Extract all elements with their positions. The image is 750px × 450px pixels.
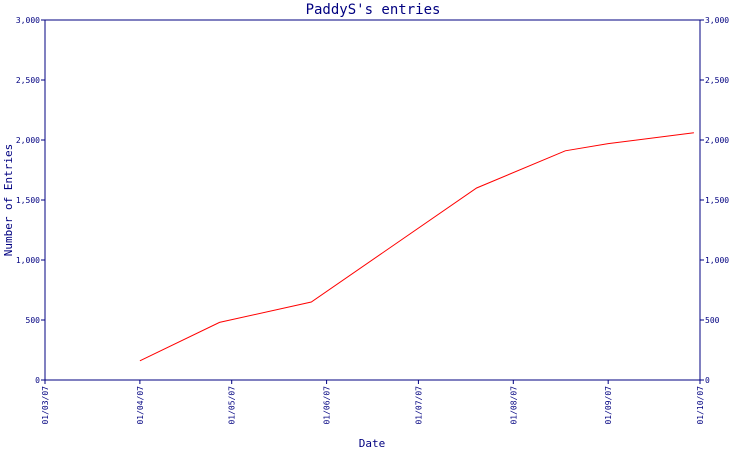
y-tick-label-right: 0 <box>705 376 710 385</box>
y-tick-label-right: 2,500 <box>705 76 729 85</box>
y-axis-left: 0 500 1,000 1,500 2,000 2,500 3,000 <box>16 16 45 385</box>
y-tick-label-left: 1,000 <box>16 256 40 265</box>
y-axis-right: 0 500 1,000 1,500 2,000 2,500 3,000 <box>700 16 729 385</box>
entries-series-line <box>139 132 694 362</box>
chart-title: PaddyS's entries <box>306 2 441 18</box>
y-tick-label-right: 2,000 <box>705 136 729 145</box>
x-tick-label: 01/04/07 <box>136 386 145 425</box>
x-tick-label: 01/03/07 <box>41 386 50 425</box>
x-tick-label: 01/07/07 <box>414 386 423 425</box>
series-group <box>139 132 694 362</box>
y-tick-label-left: 2,000 <box>16 136 40 145</box>
plot-area-frame <box>44 19 701 381</box>
y-tick-label-left: 3,000 <box>16 16 40 25</box>
y-tick-label-right: 3,000 <box>705 16 729 25</box>
y-tick-label-left: 0 <box>35 376 40 385</box>
y-tick-label-left: 2,500 <box>16 76 40 85</box>
x-tick-label: 01/09/07 <box>604 386 613 425</box>
y-tick-label-right: 500 <box>705 316 720 325</box>
x-tick-label: 01/08/07 <box>509 386 518 425</box>
y-tick-label-right: 1,500 <box>705 196 729 205</box>
y-axis-label: Number of Entries <box>2 144 15 257</box>
x-tick-label: 01/05/07 <box>228 386 237 425</box>
y-tick-label-left: 1,500 <box>16 196 40 205</box>
y-tick-label-right: 1,000 <box>705 256 729 265</box>
x-tick-label: 01/10/07 <box>696 386 705 425</box>
x-axis-label: Date <box>359 437 386 450</box>
x-tick-label: 01/06/07 <box>323 386 332 425</box>
x-axis: 01/03/07 01/04/07 01/05/07 01/06/07 01/07/07… <box>41 380 705 425</box>
y-tick-label-left: 500 <box>26 316 41 325</box>
